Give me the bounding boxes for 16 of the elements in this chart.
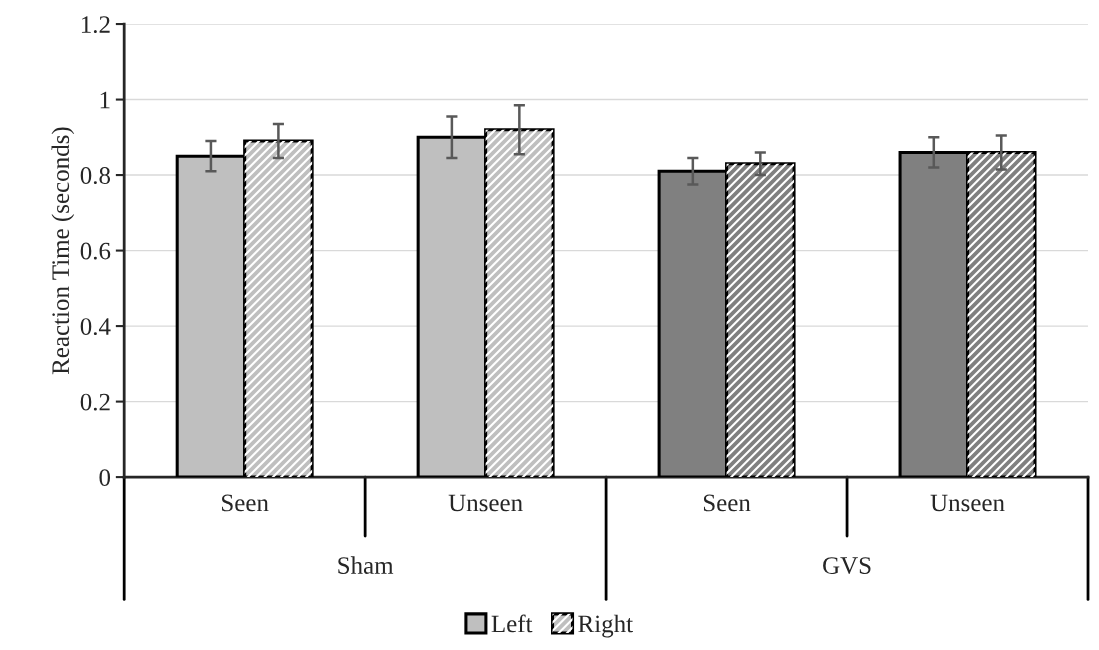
y-tick-label: 0.4 — [80, 318, 111, 336]
legend-label: Left — [491, 614, 533, 633]
x-tick-label: Seen — [703, 494, 751, 512]
y-tick-label: 0.6 — [80, 242, 111, 260]
x-tick-label: Unseen — [448, 494, 523, 512]
y-tick-label: 0 — [99, 469, 111, 487]
x-tick-label: Unseen — [930, 494, 1005, 512]
y-tick-label: 0.8 — [80, 167, 111, 185]
y-tick-label: 1.2 — [81, 16, 110, 34]
text: GVS — [823, 557, 871, 575]
y-axis-title: Reaction Time (seconds) — [51, 127, 75, 375]
legend-label: Right — [578, 614, 633, 638]
text: Sham — [338, 556, 394, 574]
y-tick-label: 1 — [100, 91, 110, 109]
y-tick-label: 0.2 — [80, 393, 110, 411]
x-tick-label: Seen — [222, 494, 269, 512]
